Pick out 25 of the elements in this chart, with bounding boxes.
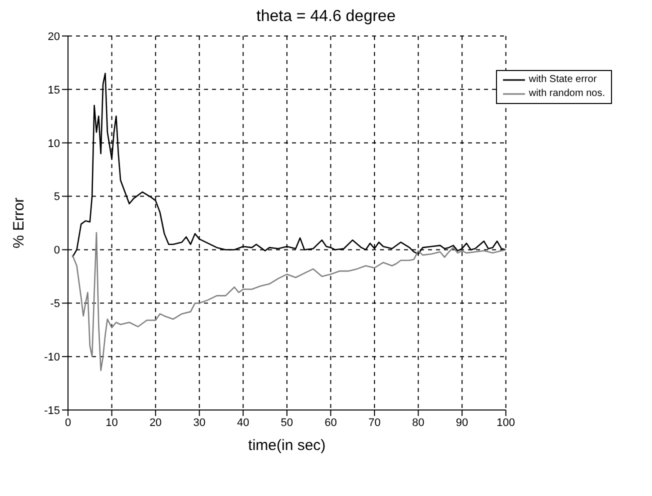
x-tick-label: 0 <box>64 416 72 429</box>
chart-title: theta = 44.6 degree <box>255 8 397 27</box>
y-tick-label: 10 <box>48 138 60 150</box>
y-tick-label: -10 <box>44 351 60 364</box>
x-tick-label: 100 <box>496 416 516 429</box>
y-tick-label: 5 <box>54 191 60 204</box>
x-tick-label: 60 <box>324 416 337 429</box>
legend-label: with random nos. <box>528 87 605 101</box>
x-tick-label: 90 <box>456 416 468 429</box>
x-axis-title: time(in sec) <box>248 437 326 454</box>
y-tick-label: 20 <box>48 30 60 43</box>
x-tick-label: 40 <box>237 416 250 429</box>
x-tick-label: 10 <box>106 416 118 429</box>
line-series <box>72 232 506 372</box>
x-tick-label: 20 <box>149 416 162 429</box>
x-tick-label: 70 <box>368 416 381 429</box>
y-tick-label: -5 <box>50 298 60 310</box>
x-tick-label: 30 <box>193 416 206 429</box>
y-tick-label: -15 <box>44 404 60 417</box>
x-tick-label: 80 <box>412 416 424 429</box>
legend-label: with State error <box>528 73 597 87</box>
y-tick-label: 0 <box>54 244 60 257</box>
y-tick-label: 15 <box>48 84 60 96</box>
x-tick-label: 50 <box>280 416 294 429</box>
y-axis-title: % Error <box>10 198 28 248</box>
